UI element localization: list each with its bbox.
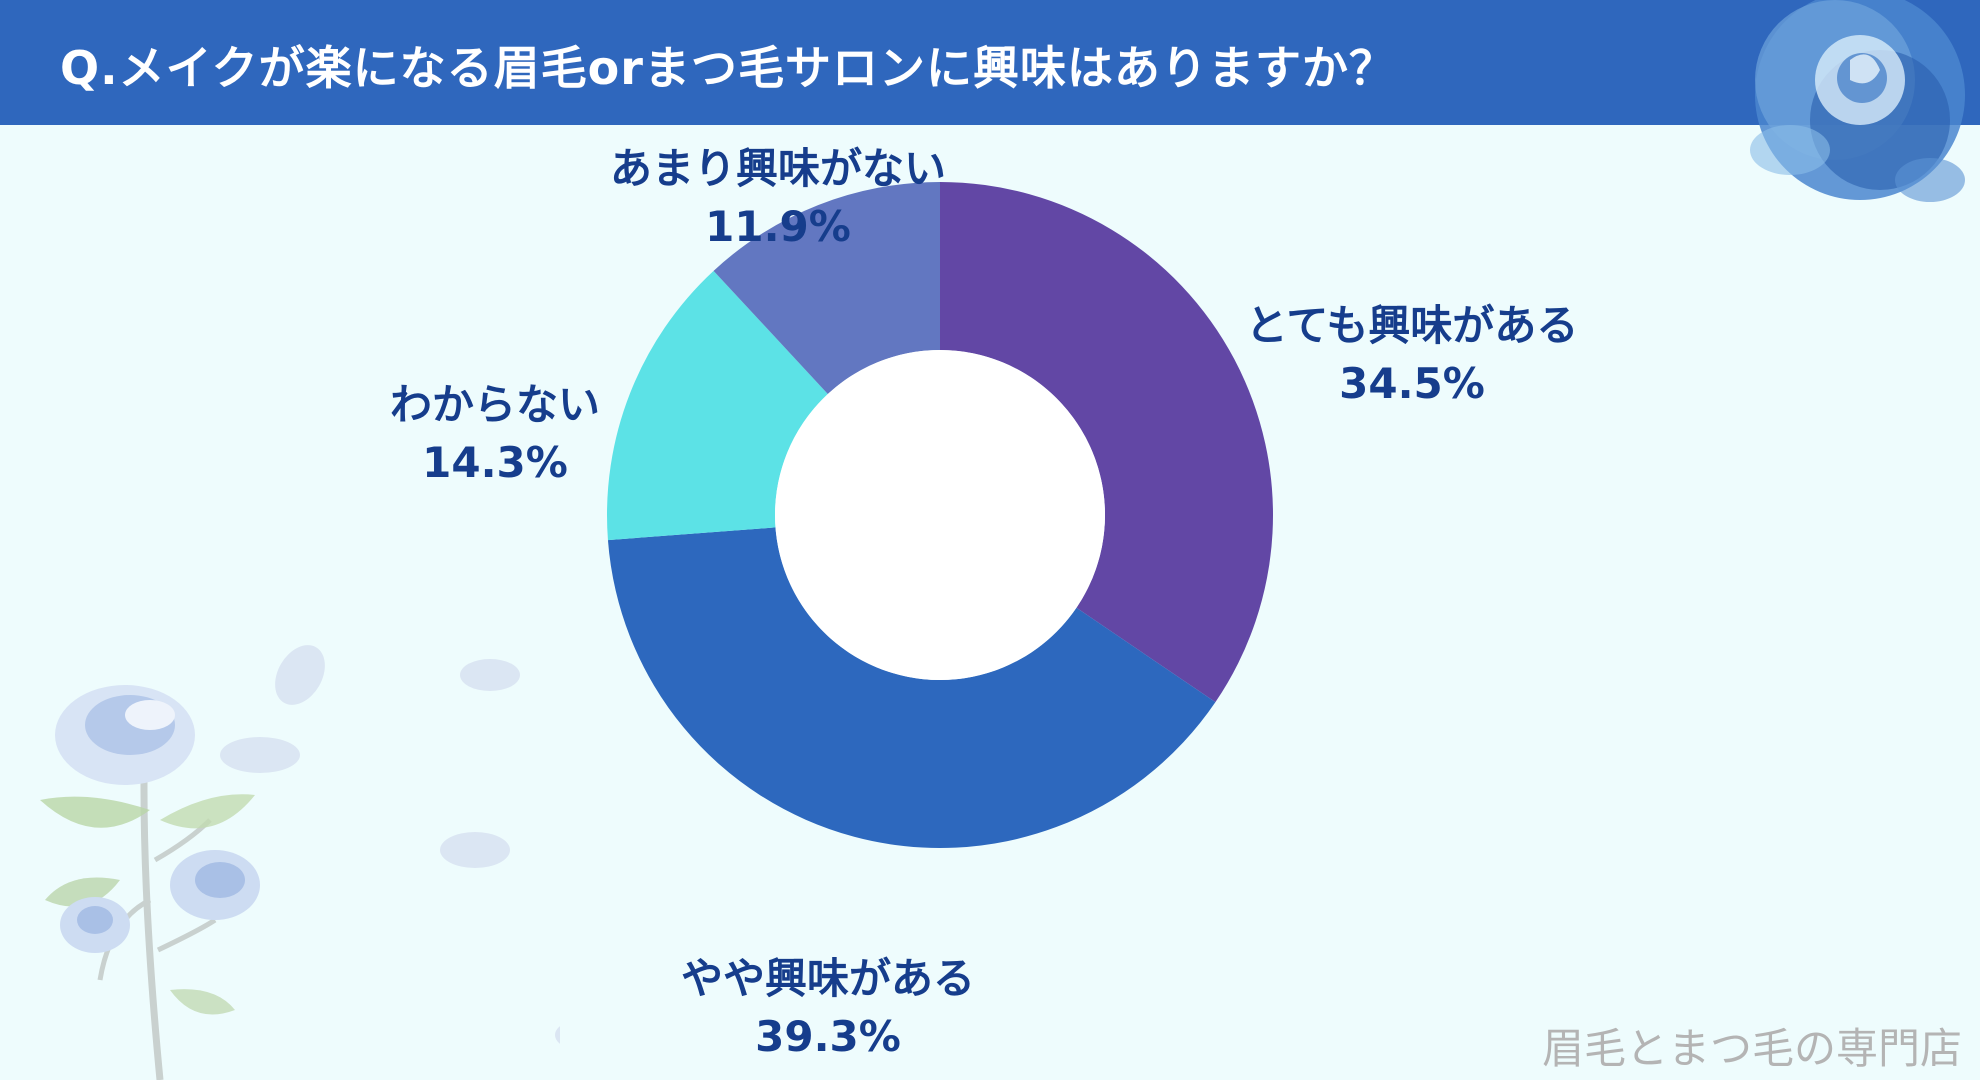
pie-slice-3	[713, 182, 940, 395]
chart-title: Q.メイクが楽になる眉毛orまつ毛サロンに興味はありますか？	[60, 41, 1396, 95]
slice-label-1-name: やや興味がある	[680, 954, 976, 1003]
slice-label-2-value: 14.3%	[422, 438, 568, 487]
donut-hole	[775, 350, 1105, 680]
slice-label-0-value: 34.5%	[1339, 359, 1485, 408]
slice-label-0-name: とても興味がある	[1245, 301, 1579, 350]
slice-label-3: あまり興味がない 11.9%	[610, 140, 946, 256]
slice-label-2: わからない 14.3%	[390, 376, 600, 492]
slice-label-0: とても興味がある 34.5%	[1246, 297, 1579, 413]
title-banner: Q.メイクが楽になる眉毛orまつ毛サロンに興味はありますか？	[0, 0, 1980, 125]
watermark-text: 眉毛とまつ毛の専門店	[1541, 1024, 1962, 1073]
slice-label-3-value: 11.9%	[705, 202, 851, 251]
pie-slice-1	[607, 527, 1216, 848]
slice-label-2-name: わからない	[389, 380, 601, 429]
flower-decoration-icon	[40, 645, 560, 1080]
slice-label-1: やや興味がある 39.3%	[681, 950, 975, 1066]
slice-label-1-value: 39.3%	[755, 1012, 901, 1061]
pie-slice-0	[940, 182, 1274, 703]
rose-decoration-icon	[1750, 0, 1965, 202]
pie-slice-2	[607, 270, 828, 541]
slice-label-3-name: あまり興味がない	[609, 144, 947, 193]
